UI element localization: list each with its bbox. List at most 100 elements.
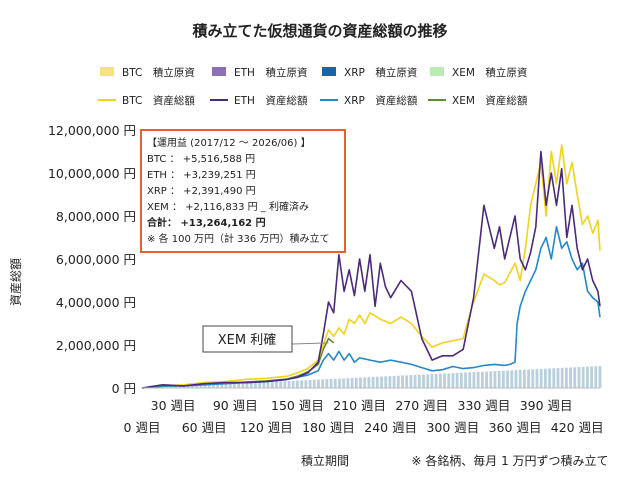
principal-bar [598,366,602,388]
principal-bar [342,378,346,388]
principal-bar [443,373,446,388]
principal-bar [535,369,539,388]
principal-bar [413,374,417,388]
principal-bar [396,375,400,388]
series-layer [141,144,601,389]
info-box-eth: ETH ： +3,239,251 円 [147,170,256,181]
principal-bar [291,380,295,388]
x-tick-label-b5: 300 週目 [426,420,479,435]
legend-swatch-3 [430,67,444,76]
y-tick-label-0: 0 円 [112,381,136,396]
principal-bar [312,379,316,388]
info-box-btc: BTC ： +5,516,588 円 [147,154,255,165]
principal-bar [560,367,564,388]
principal-bar [182,385,186,388]
legend-swatch-0 [100,67,114,76]
principal-bar [514,370,518,388]
series-line-btc [141,144,601,389]
principal-bar [388,376,392,388]
x-tick-label-b2: 120 週目 [240,420,293,435]
principal-bar [476,371,480,388]
legend-label-7: XEM 資産総額 [452,94,528,107]
principal-layer [140,366,602,389]
x-axis-ticks: 30 週目 90 週目 150 週目 210 週目 270 週目 330 週目 390 週目… [124,398,604,435]
x-tick-label-b0: 0 週目 [124,420,161,435]
annotation-box [202,325,293,353]
x-tick-label-b6: 360 週目 [489,420,542,435]
legend-label-5: ETH 資産総額 [234,94,308,107]
legend-entry-5: ETH 資産総額 [210,94,308,107]
legend-label-4: BTC 資産総額 [122,94,195,107]
principal-bar [350,377,354,388]
principal-bar [594,366,598,388]
principal-bar [325,379,329,388]
principal-bar [233,383,236,388]
principal-bar [438,373,442,388]
principal-bar [191,385,194,388]
legend-label-2: XRP 積立原資 [344,66,417,79]
principal-bar [455,372,459,388]
legend-label-3: XEM 積立原資 [452,66,527,79]
info-box-footnote: ※ 各 100 万円（計 336 万円）積み立て [147,232,329,245]
principal-bar [585,366,589,388]
principal-bar [426,374,430,388]
principal-bar [392,375,396,388]
principal-bar [556,368,560,388]
legend-swatch-2 [322,67,336,76]
principal-bar [338,378,341,388]
legend-entry-3: XEM 積立原資 [430,66,527,79]
principal-bar [354,377,358,388]
principal-bar [308,379,312,388]
principal-bar [346,378,350,388]
principal-bar [430,374,434,388]
principal-bar [459,372,463,388]
y-axis-ticks: 0 円 2,000,000 円 4,000,000 円 6,000,000 円 8,00… [48,123,136,396]
principal-bar [224,383,228,388]
x-tick-label-a4: 270 週目 [395,398,448,413]
principal-bar [178,386,182,388]
principal-bar [237,383,241,388]
y-tick-label-5: 10,000,000 円 [48,166,136,181]
principal-bar [543,368,547,388]
principal-bar [300,380,304,388]
principal-bar [493,371,497,388]
principal-bar [405,375,409,388]
chart-title: 積み立てた仮想通貨の資産総額の推移 [191,22,447,40]
principal-bar [170,386,173,388]
principal-bar [548,368,551,388]
principal-bar [367,377,371,388]
principal-bar [287,380,291,388]
principal-bar [485,371,488,388]
principal-bar [577,367,581,388]
principal-bar [279,381,283,388]
legend-entry-4: BTC 資産総額 [98,94,195,107]
principal-bar [245,382,249,388]
principal-bar [203,384,207,388]
principal-bar [480,371,484,388]
principal-bar [270,381,274,388]
principal-bar [321,379,325,388]
legend-entry-0: BTC 積立原資 [100,66,195,79]
x-tick-label-a2: 150 週目 [271,398,324,413]
principal-bar [501,370,505,388]
principal-bar [527,369,530,388]
legend-entry-1: ETH 積立原資 [212,66,307,79]
legend-label-1: ETH 積立原資 [234,66,307,79]
principal-bar [409,375,413,388]
principal-bar [165,386,169,388]
legend-entry-2: XRP 積立原資 [322,66,417,79]
principal-bar [581,366,585,388]
y-axis-title: 資産総額 [8,258,23,306]
info-box-frame [140,129,346,253]
legend-label-0: BTC 積立原資 [122,66,195,79]
principal-bar [207,384,211,388]
y-tick-label-4: 8,000,000 円 [56,209,136,224]
principal-bar [417,374,421,388]
principal-bar [472,372,476,388]
principal-bar [451,373,455,388]
legend-swatch-1 [212,67,226,76]
y-tick-label-1: 2,000,000 円 [56,338,136,353]
principal-bar [258,382,262,388]
legend-entry-7: XEM 資産総額 [428,94,528,107]
annotation-leader-line [291,342,329,345]
